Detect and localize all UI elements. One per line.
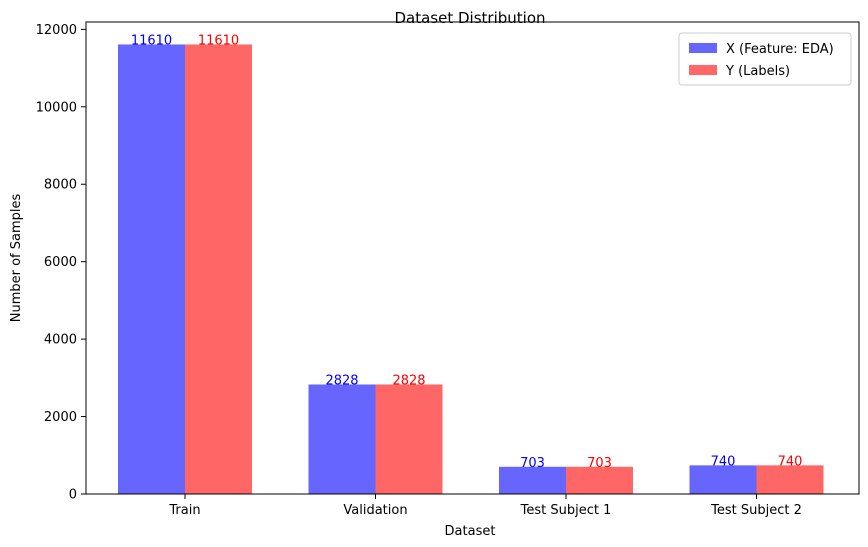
- bar-x-train: [118, 44, 185, 494]
- data-label: 703: [587, 456, 612, 471]
- plot-frame: [85, 21, 860, 495]
- y-tick-label: 4000: [44, 333, 77, 348]
- data-label: 740: [778, 454, 803, 469]
- bar-x-validation: [308, 384, 376, 494]
- y-tick-label: 6000: [44, 255, 77, 270]
- legend-entry: Y (Labels): [725, 64, 790, 79]
- chart-title: Dataset Distribution: [394, 9, 545, 27]
- data-label: 2828: [392, 373, 425, 388]
- y-tick-label: 8000: [44, 178, 77, 193]
- data-label: 740: [711, 454, 736, 469]
- x-tick-label: Test Subject 1: [520, 503, 612, 518]
- legend-entry: X (Feature: EDA): [726, 42, 834, 57]
- x-tick-label: Train: [168, 503, 200, 518]
- x-tick-label: Validation: [343, 503, 407, 518]
- y-tick-label: 2000: [44, 410, 77, 425]
- legend-swatch: [689, 65, 717, 75]
- y-tick-label: 0: [69, 488, 77, 503]
- bar-y-validation: [375, 384, 443, 494]
- bar-y-test-subject-2: [756, 465, 824, 494]
- data-label: 11610: [131, 33, 172, 48]
- bar-y-train: [185, 44, 252, 494]
- y-tick-label: 10000: [36, 100, 77, 115]
- data-label: 703: [520, 456, 545, 471]
- data-label: 2828: [325, 373, 358, 388]
- x-tick-label: Test Subject 2: [710, 503, 802, 518]
- y-tick-label: 12000: [36, 23, 77, 38]
- bar-y-test-subject-1: [566, 466, 633, 494]
- x-axis-label: Dataset: [445, 524, 496, 539]
- legend: X (Feature: EDA) Y (Labels): [678, 32, 852, 86]
- plot-area: 0 2000 4000 6000 8000 10000 12000 11610 11610 Tra…: [36, 23, 824, 518]
- bar-x-test-subject-1: [499, 466, 566, 494]
- legend-box: [678, 32, 852, 86]
- y-axis-label: Number of Samples: [9, 194, 24, 323]
- legend-swatch: [689, 43, 717, 53]
- data-label: 11610: [198, 33, 239, 48]
- bar-x-test-subject-2: [689, 465, 757, 494]
